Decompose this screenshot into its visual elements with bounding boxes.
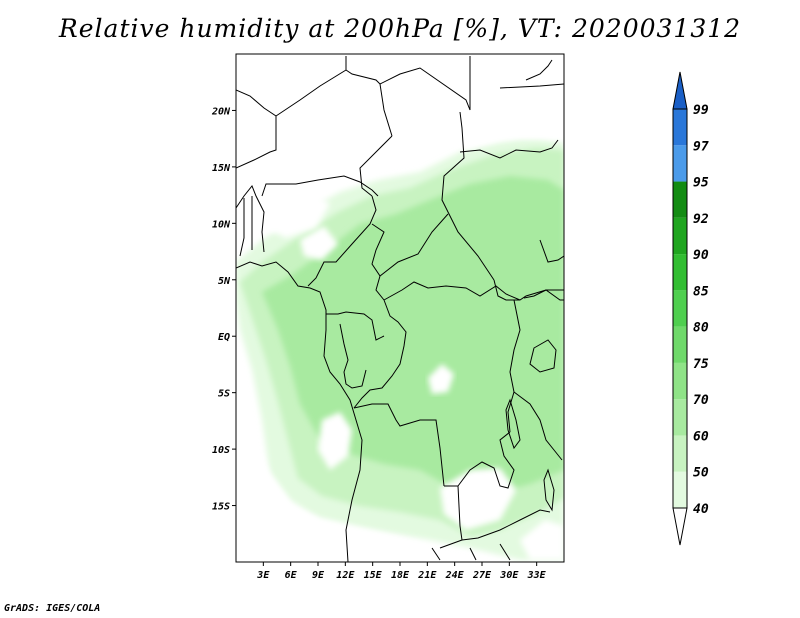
colorbar-swatch xyxy=(673,399,687,436)
lat-tick-label: 10S xyxy=(212,445,230,456)
border-niger-libya xyxy=(345,69,393,137)
colorbar-bottom-arrow xyxy=(672,507,688,546)
colorbar-label: 75 xyxy=(693,357,709,372)
dry-region-west-1 xyxy=(266,188,330,238)
lon-tick-label: 21E xyxy=(417,570,437,581)
border-nigeria-cameroon xyxy=(307,195,377,287)
colorbar-top-arrow xyxy=(672,71,688,110)
lon-tick-label: 6E xyxy=(285,570,298,581)
colorbar-label: 50 xyxy=(693,466,709,481)
lake-victoria xyxy=(529,339,557,373)
border-tanzania xyxy=(513,391,563,461)
border-zambia-south xyxy=(461,509,551,541)
border-drc-uganda-rwanda xyxy=(507,299,521,433)
colorbar-swatch xyxy=(673,471,687,508)
lon-tick-label: 30E xyxy=(499,570,519,581)
dry-region-northeast xyxy=(462,56,564,150)
map-axes: 3E 6E 9E 12E 15E 18E 21E 24E 27E 30E 33E 20N 15N 10N 5… xyxy=(211,106,547,581)
border-car-chad xyxy=(379,213,449,277)
lat-tick-label: EQ xyxy=(218,332,230,343)
lon-tick-label: 27E xyxy=(472,570,492,581)
border-chad-sudan xyxy=(441,111,495,281)
grads-credit: GrADS: IGES/COLA xyxy=(4,603,101,614)
dry-region-southwest xyxy=(236,420,440,560)
colorbar-swatch xyxy=(673,362,687,400)
border-niger-mali xyxy=(236,89,277,169)
border-west-africa xyxy=(236,185,265,253)
border-car-drc xyxy=(383,281,521,301)
lon-tick-label: 15E xyxy=(364,570,383,581)
colorbar-label: 97 xyxy=(693,139,709,154)
colorbar-label: 90 xyxy=(693,248,709,263)
lat-tick-label: 15S xyxy=(212,502,230,513)
border-south-sudan-ethiopia xyxy=(539,239,564,263)
border-gabon-congo xyxy=(339,323,367,389)
border-cameroon-gabon xyxy=(326,311,385,341)
border-niger-nigeria xyxy=(261,175,379,197)
lon-tick-label: 24E xyxy=(445,570,465,581)
colorbar: 40 50 60 70 75 80 85 90 92 95 97 99 xyxy=(672,71,709,546)
border-niger-algeria xyxy=(275,56,347,117)
lat-tick-label: 5S xyxy=(218,389,230,400)
border-congo-drc xyxy=(353,299,407,409)
border-niger-chad xyxy=(359,135,393,197)
border-ghana-togo xyxy=(239,196,253,257)
border-sudan-east xyxy=(459,139,559,159)
colorbar-swatch xyxy=(673,217,687,255)
colorbar-label: 85 xyxy=(693,284,709,299)
lake-tanganyika xyxy=(505,398,521,450)
colorbar-label: 95 xyxy=(693,176,709,191)
lat-tick-label: 20N xyxy=(211,106,231,117)
colorbar-label: 92 xyxy=(693,212,709,227)
colorbar-outline xyxy=(672,108,688,509)
colorbar-swatch xyxy=(673,290,687,327)
lat-tick-label: 10N xyxy=(212,219,231,230)
colorbar-swatch xyxy=(673,145,687,182)
colorbar-swatch xyxy=(673,435,687,472)
country-borders xyxy=(236,56,564,562)
lon-tick-label: 12E xyxy=(336,570,355,581)
lon-tick-label: 9E xyxy=(312,570,325,581)
colorbar-label: 40 xyxy=(693,502,709,517)
dry-region-northwest xyxy=(236,56,470,220)
coastline-gulf-of-guinea xyxy=(236,261,363,562)
colorbar-swatch xyxy=(673,254,687,291)
dry-region-southeast xyxy=(520,520,564,560)
colorbar-label: 70 xyxy=(693,393,709,408)
border-chad-cameroon-car xyxy=(371,223,385,301)
lon-tick-label: 18E xyxy=(391,570,410,581)
border-drc-angola xyxy=(353,403,445,487)
dry-region-ocean xyxy=(318,412,352,470)
border-drc-zambia xyxy=(457,431,515,489)
colorbar-label: 99 xyxy=(693,103,709,118)
dry-region-center xyxy=(428,364,454,394)
colorbar-label: 60 xyxy=(693,429,709,444)
map-title: Relative humidity at 200hPa [%], VT: 202… xyxy=(58,14,742,43)
coast-red-sea xyxy=(499,59,564,89)
border-uganda-kenya xyxy=(523,289,564,301)
border-namibia-botswana xyxy=(431,543,511,561)
dry-region-northwest-2 xyxy=(300,226,338,260)
border-chad-libya xyxy=(379,56,471,111)
lat-tick-label: 15N xyxy=(212,163,231,174)
border-angola-zambia xyxy=(439,485,463,549)
humidity-field xyxy=(236,56,564,560)
lat-tick-label: 5N xyxy=(218,276,231,287)
colorbar-swatch xyxy=(673,109,687,146)
lon-tick-label: 33E xyxy=(527,570,547,581)
colorbar-swatch xyxy=(673,181,687,218)
colorbar-label: 80 xyxy=(693,321,709,336)
lon-tick-label: 3E xyxy=(256,570,270,581)
colorbar-swatch xyxy=(673,326,687,363)
lake-malawi xyxy=(543,468,555,512)
